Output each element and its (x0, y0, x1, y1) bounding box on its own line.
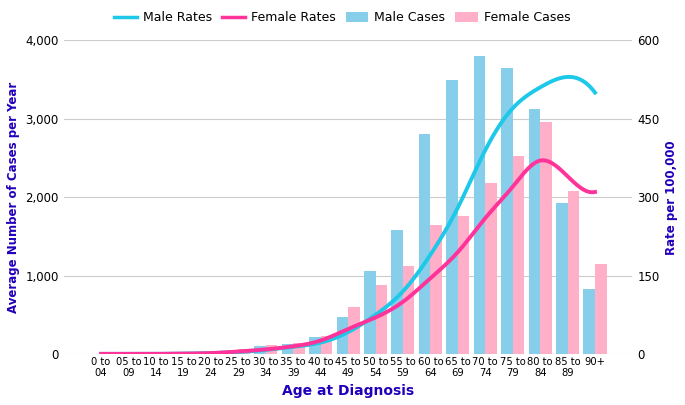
Bar (227, 350, 238, 354)
Male Rates (591, 90, 599, 95)
Female Rates (538, 158, 546, 163)
Bar (364, 271, 375, 354)
Bar (282, 344, 293, 354)
X-axis label: Age at Diagnosis: Age at Diagnosis (282, 384, 414, 398)
Female Rates (97, 352, 105, 356)
Bar (336, 317, 348, 354)
Bar (447, 79, 458, 354)
Legend: Male Rates, Female Rates, Male Cases, Female Cases: Male Rates, Female Rates, Male Cases, Fe… (109, 6, 576, 29)
Female Rates (591, 190, 599, 194)
Male Rates (393, 295, 401, 300)
Bar (309, 337, 321, 354)
Bar (199, 353, 211, 354)
Bar (430, 226, 442, 354)
Male Rates (140, 352, 148, 356)
Bar (512, 156, 524, 354)
Bar (568, 191, 579, 354)
Bar (266, 345, 277, 354)
Bar (474, 56, 485, 354)
Y-axis label: Rate per 100,000: Rate per 100,000 (665, 140, 678, 254)
Bar (238, 349, 250, 354)
Bar (485, 183, 497, 354)
Female Rates (515, 177, 523, 181)
Bar (403, 266, 414, 354)
Y-axis label: Average Number of Cases per Year: Average Number of Cases per Year (7, 81, 20, 313)
Male Rates (515, 100, 523, 104)
Female Rates (99, 352, 107, 356)
Line: Female Rates: Female Rates (101, 160, 595, 354)
Female Rates (393, 304, 401, 309)
Male Rates (564, 75, 573, 79)
Bar (540, 122, 551, 354)
Male Rates (97, 352, 105, 356)
Bar (254, 346, 266, 354)
Male Rates (391, 297, 399, 302)
Bar (556, 203, 568, 354)
Bar (529, 109, 540, 354)
Female Rates (548, 161, 556, 166)
Bar (375, 285, 387, 354)
Female Rates (401, 298, 409, 303)
Bar (348, 307, 360, 354)
Bar (419, 134, 430, 354)
Bar (501, 68, 512, 354)
Male Rates (401, 287, 409, 292)
Female Rates (140, 352, 148, 356)
Bar (321, 336, 332, 354)
Male Rates (99, 352, 107, 356)
Line: Male Rates: Male Rates (101, 77, 595, 354)
Bar (391, 230, 403, 354)
Bar (211, 353, 223, 354)
Bar (458, 216, 469, 354)
Bar (293, 343, 305, 354)
Female Rates (391, 305, 399, 309)
Bar (595, 264, 606, 354)
Male Rates (547, 79, 555, 84)
Bar (584, 289, 595, 354)
